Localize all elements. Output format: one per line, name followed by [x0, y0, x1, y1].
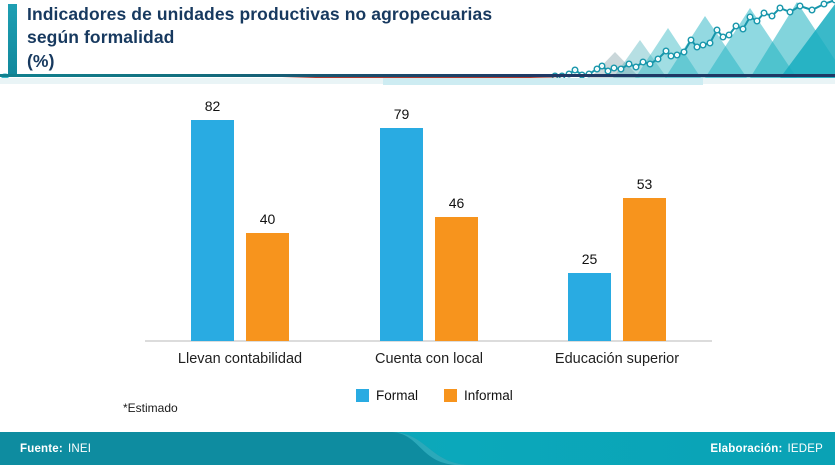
- value-label: 40: [259, 211, 276, 227]
- bar-group-cuenta-con-local: 79 46: [380, 106, 478, 341]
- category-label-educacion-superior: Educación superior: [554, 351, 680, 367]
- bar-informal-llevan-contabilidad: 40: [246, 211, 289, 341]
- category-label-llevan-contabilidad: Llevan contabilidad: [177, 351, 303, 367]
- bar-group-educacion-superior: 25 53: [568, 176, 666, 341]
- footer-elaboration-value: IEDEP: [787, 442, 823, 455]
- page-title: Indicadores de unidades productivas no a…: [27, 4, 493, 71]
- value-label: 79: [393, 106, 410, 122]
- footer-source-value: INEI: [67, 442, 92, 455]
- legend-label-informal: Informal: [464, 388, 513, 403]
- bar-informal-cuenta-con-local: 46: [435, 195, 478, 341]
- bar-formal-llevan-contabilidad: 82: [191, 98, 234, 341]
- footer-elaboration: Elaboración: IEDEP: [710, 432, 823, 465]
- footer-source-label: Fuente:: [20, 442, 63, 455]
- trend-decoration-graphic: [535, 0, 835, 80]
- footer-source: Fuente: INEI: [20, 432, 91, 465]
- header-divider-red-accent: [282, 76, 564, 78]
- value-label: 25: [581, 251, 598, 267]
- bar-group-llevan-contabilidad: 82 40: [191, 98, 289, 341]
- value-label: 82: [204, 98, 221, 114]
- formal-swatch-icon: [356, 389, 369, 402]
- legend-label-formal: Formal: [376, 388, 419, 403]
- bar-informal-educacion-superior: 53: [623, 176, 666, 341]
- footer-background: [0, 432, 835, 465]
- legend-item-formal: Formal: [356, 388, 418, 403]
- category-label-cuenta-con-local: Cuenta con local: [374, 351, 483, 367]
- bar-formal-educacion-superior: 25: [568, 251, 611, 341]
- title-accent-bar: [8, 4, 17, 75]
- footer-elaboration-label: Elaboración:: [710, 442, 783, 455]
- legend-item-informal: Informal: [444, 388, 513, 403]
- bar-formal-cuenta-con-local: 79: [380, 106, 423, 341]
- value-label: 46: [448, 195, 465, 211]
- informal-swatch-icon: [444, 389, 458, 402]
- header-shadow-band-strong: [383, 78, 703, 85]
- footnote-estimado: *Estimado: [123, 401, 178, 415]
- value-label: 53: [636, 176, 653, 192]
- footer-bar: Fuente: INEI Elaboración: IEDEP: [0, 432, 835, 465]
- legend: Formal Informal: [356, 388, 513, 403]
- x-axis-line: [145, 340, 712, 342]
- header-divider: [0, 74, 835, 77]
